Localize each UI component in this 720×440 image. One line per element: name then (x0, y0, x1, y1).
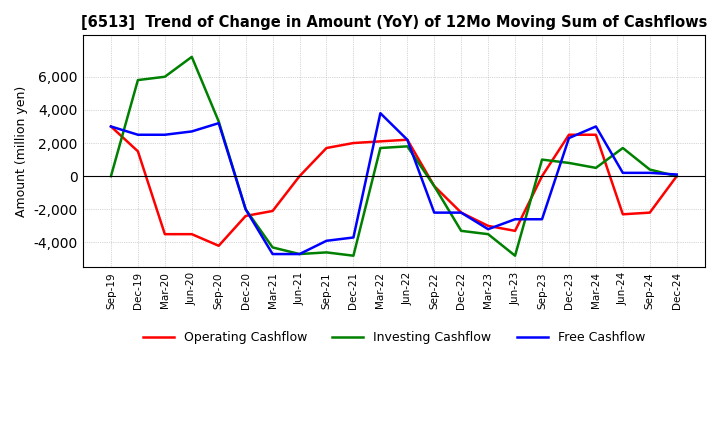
Operating Cashflow (645, 210, 654, 215)
Investing Cashflow (295, 251, 304, 257)
Line: Free Cashflow: Free Cashflow (111, 113, 677, 254)
Free Cashflow (510, 216, 519, 222)
Operating Cashflow (107, 124, 115, 129)
Free Cashflow (457, 210, 466, 215)
Operating Cashflow (187, 231, 196, 237)
Operating Cashflow (161, 231, 169, 237)
Operating Cashflow (510, 228, 519, 234)
Investing Cashflow (107, 173, 115, 179)
Legend: Operating Cashflow, Investing Cashflow, Free Cashflow: Operating Cashflow, Investing Cashflow, … (138, 326, 650, 349)
Y-axis label: Amount (million yen): Amount (million yen) (15, 86, 28, 217)
Operating Cashflow (269, 208, 277, 213)
Investing Cashflow (538, 157, 546, 162)
Free Cashflow (376, 110, 384, 116)
Investing Cashflow (322, 250, 330, 255)
Line: Operating Cashflow: Operating Cashflow (111, 126, 677, 246)
Free Cashflow (241, 207, 250, 212)
Investing Cashflow (241, 207, 250, 212)
Investing Cashflow (430, 183, 438, 189)
Free Cashflow (645, 170, 654, 176)
Free Cashflow (269, 251, 277, 257)
Free Cashflow (592, 124, 600, 129)
Operating Cashflow (241, 213, 250, 219)
Operating Cashflow (215, 243, 223, 249)
Investing Cashflow (618, 145, 627, 150)
Investing Cashflow (510, 253, 519, 258)
Operating Cashflow (484, 223, 492, 228)
Operating Cashflow (618, 212, 627, 217)
Investing Cashflow (134, 77, 143, 83)
Operating Cashflow (349, 140, 358, 146)
Investing Cashflow (161, 74, 169, 79)
Investing Cashflow (403, 144, 412, 149)
Free Cashflow (564, 136, 573, 141)
Operating Cashflow (134, 149, 143, 154)
Free Cashflow (538, 216, 546, 222)
Free Cashflow (161, 132, 169, 137)
Operating Cashflow (564, 132, 573, 137)
Operating Cashflow (295, 173, 304, 179)
Investing Cashflow (215, 119, 223, 124)
Free Cashflow (618, 170, 627, 176)
Free Cashflow (107, 124, 115, 129)
Title: [6513]  Trend of Change in Amount (YoY) of 12Mo Moving Sum of Cashflows: [6513] Trend of Change in Amount (YoY) o… (81, 15, 707, 30)
Investing Cashflow (645, 167, 654, 172)
Operating Cashflow (457, 210, 466, 215)
Operating Cashflow (430, 183, 438, 189)
Operating Cashflow (592, 132, 600, 137)
Operating Cashflow (403, 137, 412, 143)
Investing Cashflow (672, 173, 681, 179)
Free Cashflow (430, 210, 438, 215)
Investing Cashflow (376, 145, 384, 150)
Free Cashflow (134, 132, 143, 137)
Free Cashflow (215, 121, 223, 126)
Investing Cashflow (349, 253, 358, 258)
Investing Cashflow (484, 231, 492, 237)
Investing Cashflow (457, 228, 466, 234)
Free Cashflow (295, 251, 304, 257)
Free Cashflow (322, 238, 330, 243)
Investing Cashflow (269, 245, 277, 250)
Free Cashflow (187, 129, 196, 134)
Operating Cashflow (322, 145, 330, 150)
Investing Cashflow (187, 54, 196, 59)
Operating Cashflow (538, 173, 546, 179)
Free Cashflow (349, 235, 358, 240)
Line: Investing Cashflow: Investing Cashflow (111, 57, 677, 256)
Investing Cashflow (592, 165, 600, 171)
Free Cashflow (484, 227, 492, 232)
Free Cashflow (403, 137, 412, 143)
Investing Cashflow (564, 160, 573, 165)
Operating Cashflow (672, 173, 681, 179)
Operating Cashflow (376, 139, 384, 144)
Free Cashflow (672, 172, 681, 177)
